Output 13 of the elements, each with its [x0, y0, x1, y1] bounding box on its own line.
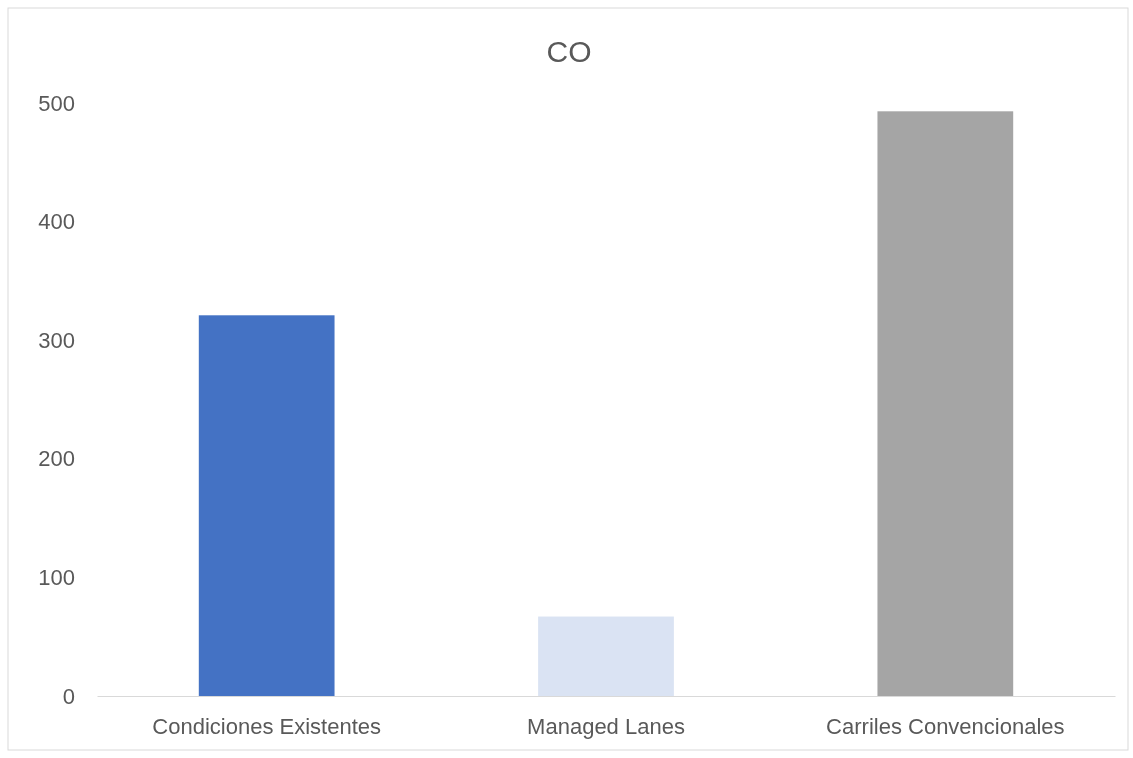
bar [198, 315, 335, 696]
x-tick-label: Managed Lanes [527, 713, 685, 739]
y-tick-label: 100 [38, 564, 75, 590]
x-tick-label: Carriles Convencionales [826, 713, 1065, 739]
y-tick-label: 300 [38, 327, 75, 353]
y-tick-label: 200 [38, 446, 75, 472]
bar [877, 111, 1014, 696]
y-tick-label: 0 [62, 683, 75, 709]
y-tick-label: 400 [38, 209, 75, 235]
bar [538, 616, 674, 696]
y-tick-label: 500 [38, 90, 75, 116]
x-tick-label: Condiciones Existentes [152, 713, 382, 739]
chart-title: CO [546, 35, 592, 68]
